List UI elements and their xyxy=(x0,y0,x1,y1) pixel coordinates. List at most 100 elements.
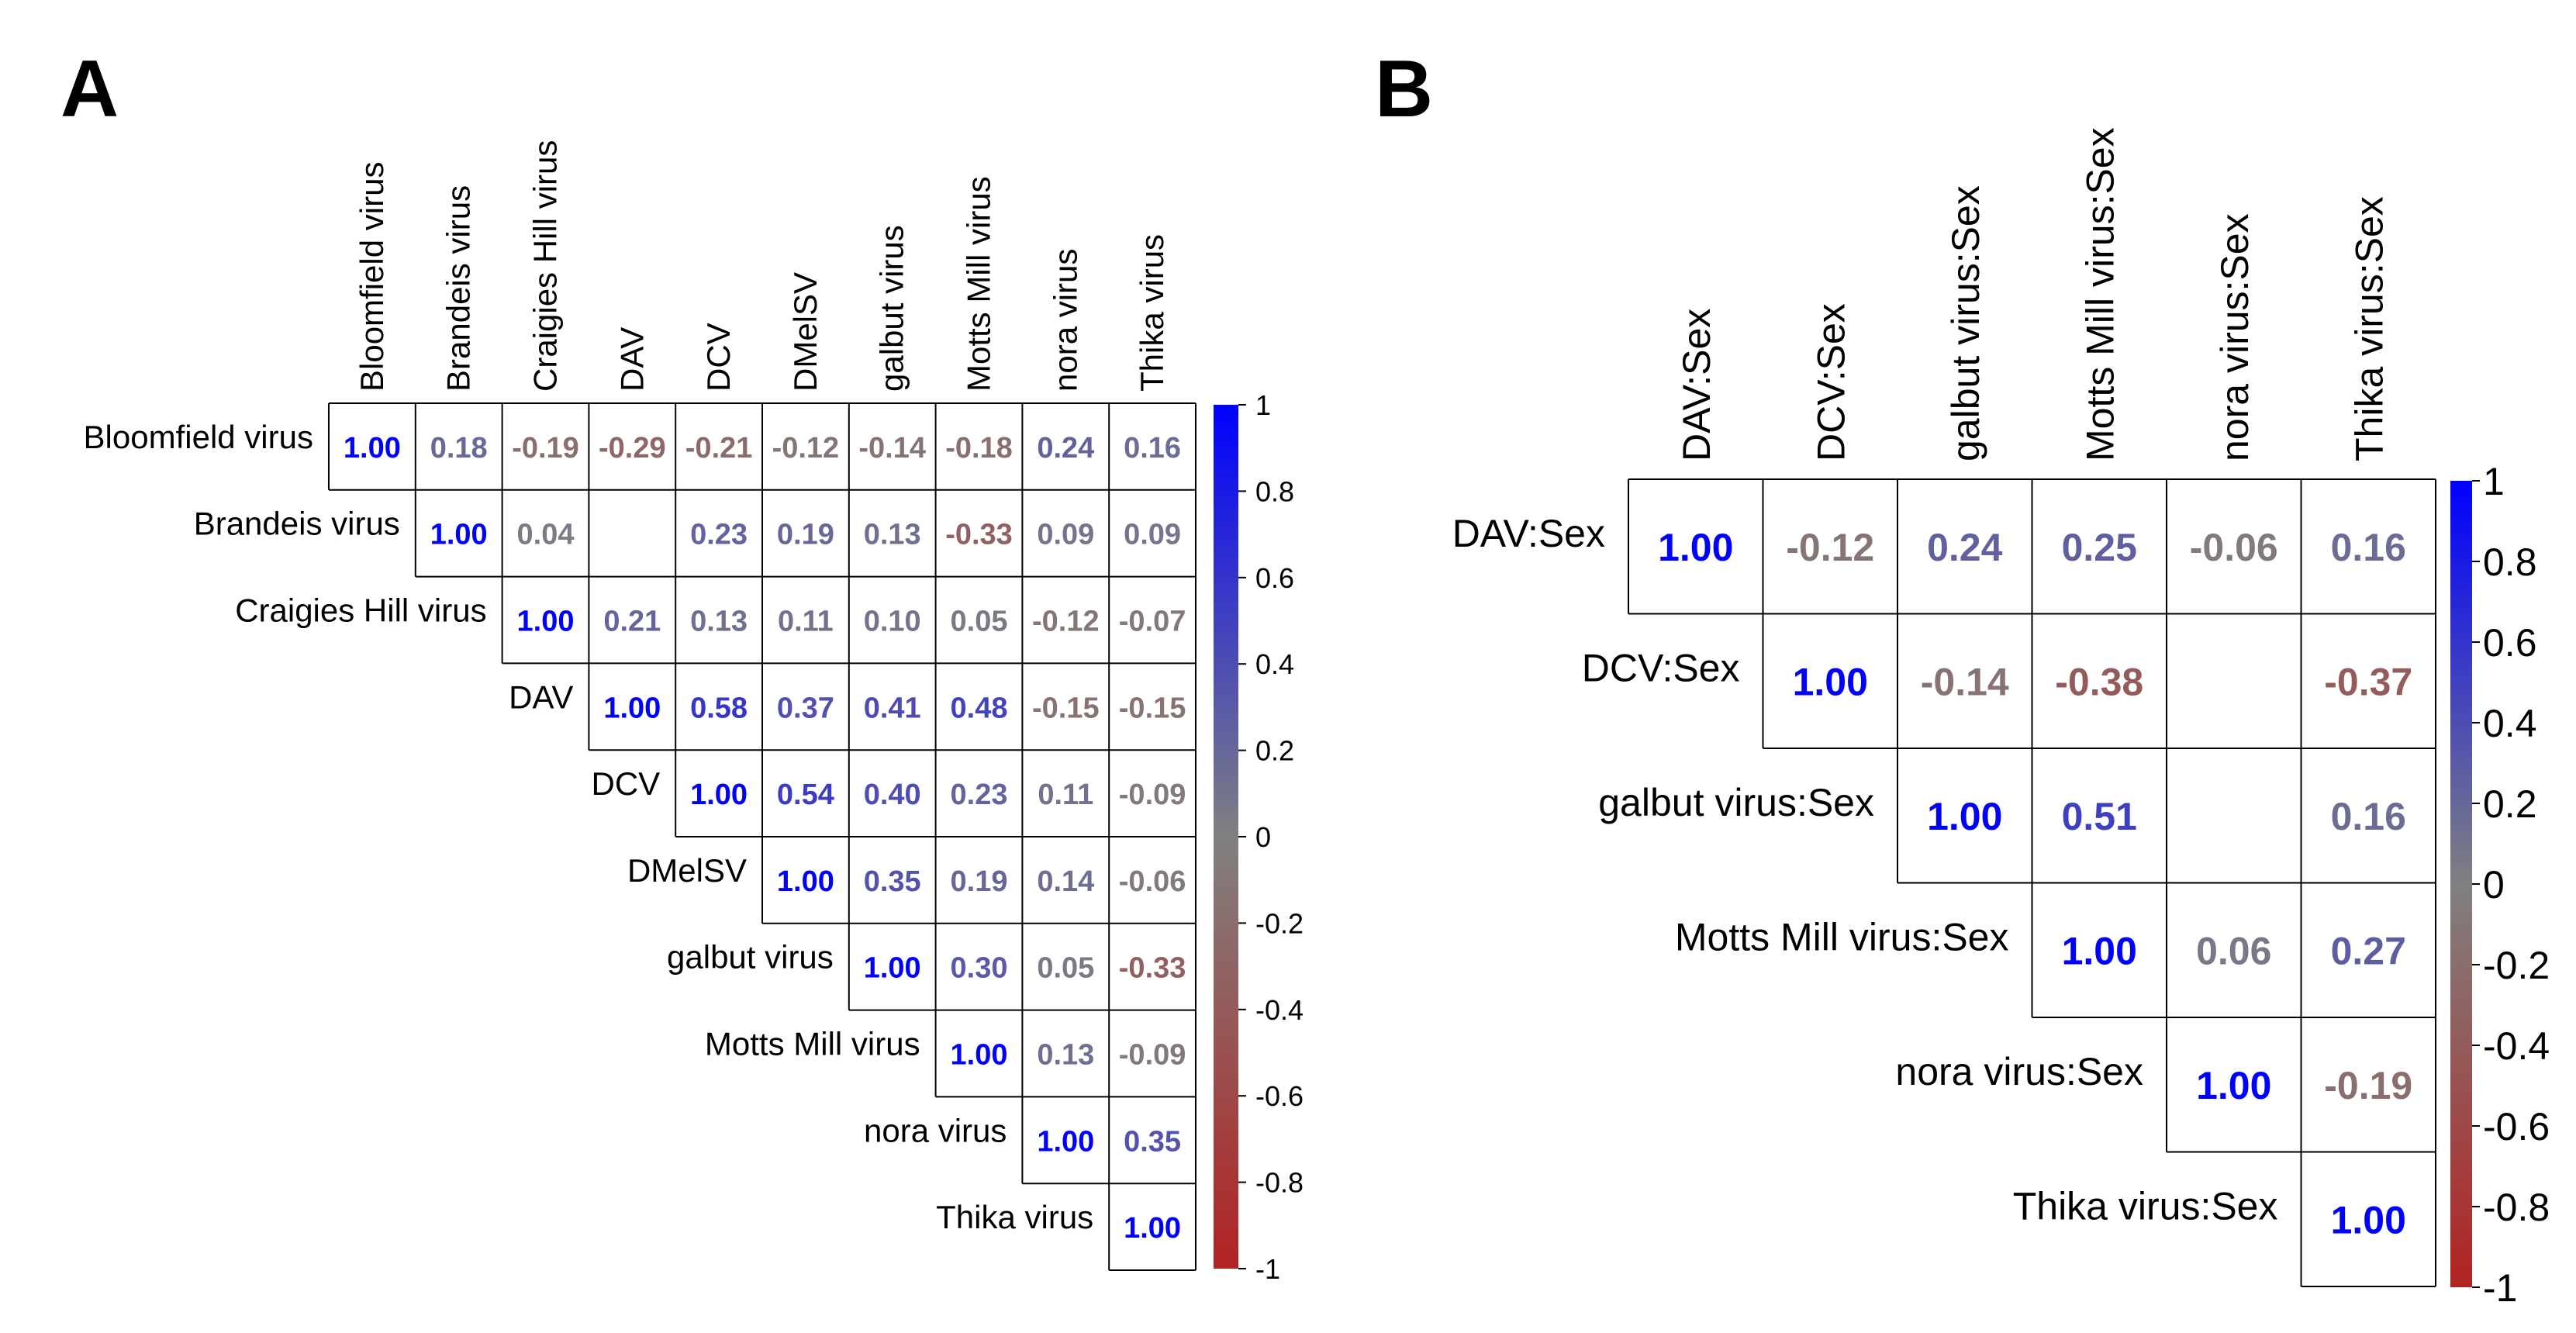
cell-value: 1.00 xyxy=(1927,795,2002,838)
col-label: Craigies Hill virus xyxy=(527,140,564,392)
cell-value: 0.27 xyxy=(2331,929,2406,972)
cell-value: 1.00 xyxy=(864,952,921,985)
col-label: nora virus xyxy=(1047,249,1083,392)
colorbar-tick-label: 0.6 xyxy=(1255,562,1294,594)
row-label: Thika virus xyxy=(936,1199,1093,1235)
colorbar-tick-label: -0.6 xyxy=(1255,1080,1304,1112)
colorbar-tick-label: -0.4 xyxy=(1255,994,1304,1026)
cell-value: -0.29 xyxy=(599,432,666,464)
cell-value: 1.00 xyxy=(1124,1212,1181,1245)
colorbar-tick-label: 0 xyxy=(2483,863,2505,907)
cell-value: 0.19 xyxy=(951,865,1008,898)
cell-value: 1.00 xyxy=(1658,526,1733,569)
cell-value: 0.13 xyxy=(864,519,921,551)
col-label: galbut virus:Sex xyxy=(1944,185,1987,461)
cell-value: 0.48 xyxy=(951,692,1008,724)
cell-value: 0.04 xyxy=(517,519,575,551)
cell-value: 0.23 xyxy=(690,519,748,551)
cell-value: 0.54 xyxy=(777,779,834,811)
row-label: DAV:Sex xyxy=(1452,512,1605,555)
col-label: nora virus:Sex xyxy=(2213,213,2257,461)
colorbar-tick-label: 0.4 xyxy=(1255,648,1294,680)
cell-value: 0.18 xyxy=(430,432,488,464)
cell-value: 1.00 xyxy=(344,432,401,464)
row-label: nora virus:Sex xyxy=(1895,1050,2143,1093)
cell-value: 1.00 xyxy=(1037,1125,1094,1158)
cell-value: 0.58 xyxy=(690,692,748,724)
colorbar-tick-label: -1 xyxy=(1255,1253,1280,1285)
colorbar-gradient xyxy=(1214,405,1238,1269)
row-label: DAV xyxy=(509,679,573,715)
cell-value: -0.12 xyxy=(1786,526,1874,569)
cell-value: -0.12 xyxy=(772,432,840,464)
cell-value: -0.12 xyxy=(1032,606,1100,638)
cell-value: 1.00 xyxy=(517,606,575,638)
cell-value: 1.00 xyxy=(690,779,748,811)
cell-value: 0.23 xyxy=(951,779,1008,811)
cell-value: -0.38 xyxy=(2055,660,2143,703)
col-label: galbut virus xyxy=(874,225,910,392)
colorbar-tick-label: 0.2 xyxy=(1255,735,1294,767)
cell-value: 0.05 xyxy=(951,606,1008,638)
cell-value: -0.14 xyxy=(858,432,926,464)
col-label: Thika virus xyxy=(1134,234,1170,392)
colorbar-tick-label: -1 xyxy=(2483,1266,2517,1310)
cell-value: 0.11 xyxy=(778,606,834,638)
cell-value: -0.09 xyxy=(1119,779,1186,811)
cell-value: 0.16 xyxy=(2331,795,2406,838)
cell-value: 0.16 xyxy=(2331,526,2406,569)
row-label: galbut virus xyxy=(667,939,834,976)
cell-value: 1.00 xyxy=(2331,1198,2406,1241)
cell-value: -0.06 xyxy=(2190,526,2278,569)
cell-value: 0.37 xyxy=(777,692,834,724)
cell-value: -0.19 xyxy=(2324,1064,2412,1107)
colorbar-tick-label: 0.8 xyxy=(2483,540,2537,584)
row-label: Motts Mill virus:Sex xyxy=(1675,915,2009,958)
colorbar-tick-label: 0 xyxy=(1255,821,1271,853)
cell-value: 1.00 xyxy=(1793,660,1868,703)
cell-value: 0.35 xyxy=(864,865,921,898)
panel-a: A Bloomfield virus Brandeis virus Craigies… xyxy=(60,44,1304,1285)
cell-value: 0.16 xyxy=(1124,432,1181,464)
colorbar-tick-label: 0.4 xyxy=(2483,702,2537,745)
cell-value: 0.40 xyxy=(864,779,921,811)
cell-value: 0.11 xyxy=(1038,779,1093,811)
cell-value: 0.51 xyxy=(2062,795,2137,838)
colorbar-tick-label: -0.2 xyxy=(2483,944,2550,987)
colorbar-tick-label: 1 xyxy=(2483,460,2505,503)
cell-value: -0.19 xyxy=(512,432,579,464)
cell-value: 0.21 xyxy=(603,606,661,638)
row-label: Bloomfield virus xyxy=(84,419,313,455)
cell-value: -0.33 xyxy=(945,519,1013,551)
cell-value: 1.00 xyxy=(603,692,661,724)
col-label: DAV:Sex xyxy=(1675,309,1718,461)
panel-a-letter: A xyxy=(60,44,119,134)
panel-b-colorbar: 1 0.8 0.6 0.4 0.2 0 -0.2 -0.4 -0.6 -0.8 -1 xyxy=(2450,460,2550,1310)
col-label: Bloomfield virus xyxy=(354,162,390,392)
row-label: DMelSV xyxy=(627,852,747,889)
row-label: Motts Mill virus xyxy=(705,1026,920,1062)
colorbar-tick-label: 0.6 xyxy=(2483,621,2537,665)
col-label: DCV xyxy=(700,323,737,392)
panel-b-grid: DAV:Sex DCV:Sex galbut virus:Sex Motts Mill… xyxy=(1452,127,2436,1287)
cell-value: 1.00 xyxy=(777,865,834,898)
cell-value: 0.19 xyxy=(777,519,834,551)
cell-value: 1.00 xyxy=(2062,929,2137,972)
colorbar-tick-label: -0.8 xyxy=(1255,1167,1304,1199)
col-label: Brandeis virus xyxy=(440,185,477,392)
col-label: DCV:Sex xyxy=(1809,303,1853,461)
cell-value: 0.05 xyxy=(1037,952,1094,985)
colorbar-tick-label: -0.2 xyxy=(1255,907,1304,939)
col-label: DMelSV xyxy=(787,272,824,392)
colorbar-tick-label: 0.2 xyxy=(2483,782,2537,826)
colorbar-tick-label: -0.4 xyxy=(2483,1024,2550,1068)
colorbar-tick-label: 1 xyxy=(1255,389,1271,421)
row-label: nora virus xyxy=(864,1112,1007,1148)
cell-value: -0.09 xyxy=(1119,1039,1186,1072)
row-label: Brandeis virus xyxy=(194,506,400,542)
row-label: Thika virus:Sex xyxy=(2013,1184,2278,1228)
colorbar-tick-label: -0.6 xyxy=(2483,1105,2550,1148)
cell-value: 1.00 xyxy=(430,519,488,551)
col-label: Motts Mill virus:Sex xyxy=(2078,127,2122,461)
row-label: Craigies Hill virus xyxy=(235,592,486,629)
